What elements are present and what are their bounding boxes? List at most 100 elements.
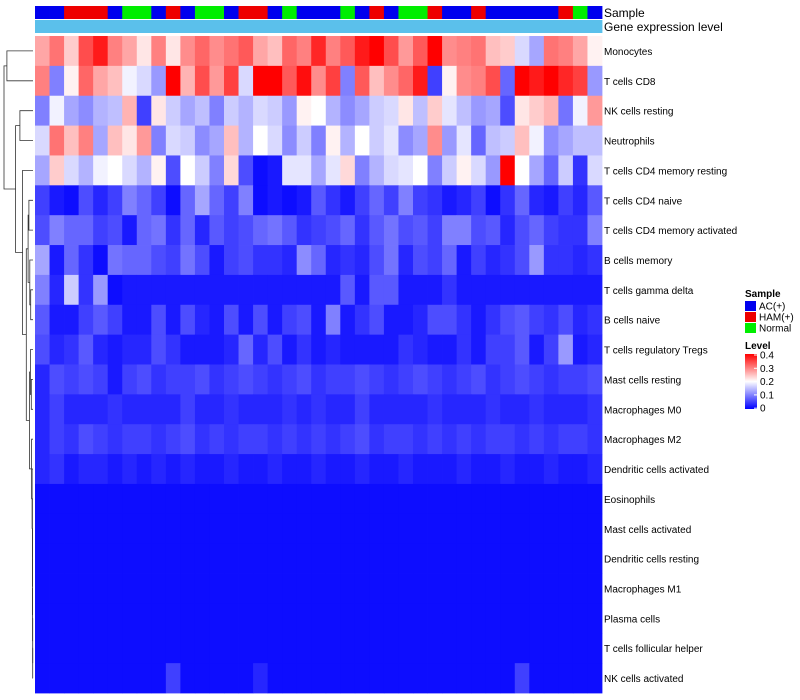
heatmap-cell xyxy=(500,185,516,216)
heatmap-cell xyxy=(456,483,472,515)
heatmap-cell xyxy=(354,245,370,276)
heatmap-cell xyxy=(107,424,123,455)
heatmap-cell xyxy=(296,364,312,395)
row-label: B cells memory xyxy=(604,256,672,267)
heatmap-cell xyxy=(267,36,283,67)
heatmap-cell xyxy=(194,274,210,306)
heatmap-cell xyxy=(587,603,603,634)
heatmap-cell xyxy=(543,334,559,365)
heatmap-cell xyxy=(500,543,516,574)
heatmap-cell xyxy=(369,513,385,545)
heatmap-cell xyxy=(49,394,65,425)
heatmap-cell xyxy=(572,573,588,604)
heatmap-cell xyxy=(354,603,370,634)
heatmap-cell xyxy=(194,334,210,365)
heatmap-cell xyxy=(427,633,443,664)
heatmap-cell xyxy=(587,65,603,97)
heatmap-cell xyxy=(456,513,472,545)
heatmap-cell xyxy=(267,274,283,306)
heatmap-cell xyxy=(587,663,603,694)
sample-annotation-cell xyxy=(587,6,603,19)
heatmap-cell xyxy=(587,633,603,664)
heatmap-cell xyxy=(209,483,225,515)
heatmap-cell xyxy=(122,65,138,97)
heatmap-cell xyxy=(558,274,574,306)
heatmap-cell xyxy=(267,215,283,246)
heatmap-cell xyxy=(151,185,167,216)
heatmap-cell xyxy=(587,573,603,604)
heatmap-cell xyxy=(311,513,327,545)
heatmap-cell xyxy=(398,36,414,67)
heatmap-cell xyxy=(35,454,50,485)
heatmap-cell xyxy=(253,65,269,97)
heatmap-cell xyxy=(35,543,50,574)
heatmap-cell xyxy=(340,663,356,694)
heatmap-cell xyxy=(49,424,65,455)
heatmap-cell xyxy=(238,185,254,216)
heatmap-cell xyxy=(180,394,196,425)
heatmap-cell xyxy=(238,364,254,395)
heatmap-cell xyxy=(78,155,94,186)
heatmap-cell xyxy=(267,245,283,276)
heatmap-cell xyxy=(253,513,269,545)
heatmap-cell xyxy=(529,274,545,306)
heatmap-cell xyxy=(543,543,559,574)
heatmap-cell xyxy=(500,304,516,336)
heatmap-cell xyxy=(529,155,545,186)
heatmap-cell xyxy=(500,274,516,306)
heatmap-cell xyxy=(49,573,65,604)
heatmap-cell xyxy=(35,185,50,216)
heatmap-cell xyxy=(282,155,298,186)
heatmap-cell xyxy=(485,95,501,126)
heatmap-cell xyxy=(107,483,123,515)
heatmap-cell xyxy=(587,185,603,216)
heatmap-cell xyxy=(485,155,501,186)
heatmap-cell xyxy=(354,454,370,485)
dendrogram-branch xyxy=(30,289,33,321)
heatmap-cell xyxy=(151,245,167,276)
heatmap-cell xyxy=(354,65,370,97)
row-label: Mast cells resting xyxy=(604,375,681,386)
heatmap-cell xyxy=(253,424,269,455)
heatmap-cell xyxy=(64,424,80,455)
sample-annotation-cell xyxy=(107,6,123,19)
heatmap-cell xyxy=(311,36,327,67)
dendrogram-branch xyxy=(15,125,23,253)
heatmap-cell xyxy=(572,663,588,694)
heatmap-cell xyxy=(514,304,530,336)
legend-level-tick-label: 0.1 xyxy=(760,390,774,401)
heatmap-cell xyxy=(325,603,341,634)
heatmap-cell xyxy=(64,274,80,306)
heatmap-cell xyxy=(49,304,65,336)
sample-annotation-cell xyxy=(456,6,472,19)
heatmap-cell xyxy=(514,603,530,634)
heatmap-cell xyxy=(194,245,210,276)
heatmap-cell xyxy=(224,95,239,126)
heatmap-cell xyxy=(340,364,356,395)
heatmap-cell xyxy=(500,513,516,545)
heatmap-cell xyxy=(224,513,239,545)
heatmap-cell xyxy=(180,65,196,97)
heatmap-cell xyxy=(369,364,385,395)
heatmap-cell xyxy=(311,663,327,694)
sample-annotation-cell xyxy=(354,6,370,19)
heatmap-cell xyxy=(78,274,94,306)
heatmap-cell xyxy=(49,364,65,395)
heatmap-cell xyxy=(267,155,283,186)
heatmap-cell xyxy=(311,274,327,306)
heatmap-cell xyxy=(572,454,588,485)
heatmap-cell xyxy=(427,155,443,186)
heatmap-cell xyxy=(136,603,152,634)
sample-annotation-cell xyxy=(282,6,298,19)
heatmap-cell xyxy=(514,274,530,306)
heatmap-cell xyxy=(383,185,399,216)
heatmap-cell xyxy=(151,65,167,97)
heatmap-cell xyxy=(224,543,239,574)
heatmap-cell xyxy=(165,334,181,365)
heatmap-cell xyxy=(587,334,603,365)
heatmap-cell xyxy=(413,603,428,634)
heatmap-cell xyxy=(471,603,487,634)
heatmap-cell xyxy=(49,334,65,365)
heatmap-cell xyxy=(500,424,516,455)
sample-annotation-cell xyxy=(500,6,516,19)
